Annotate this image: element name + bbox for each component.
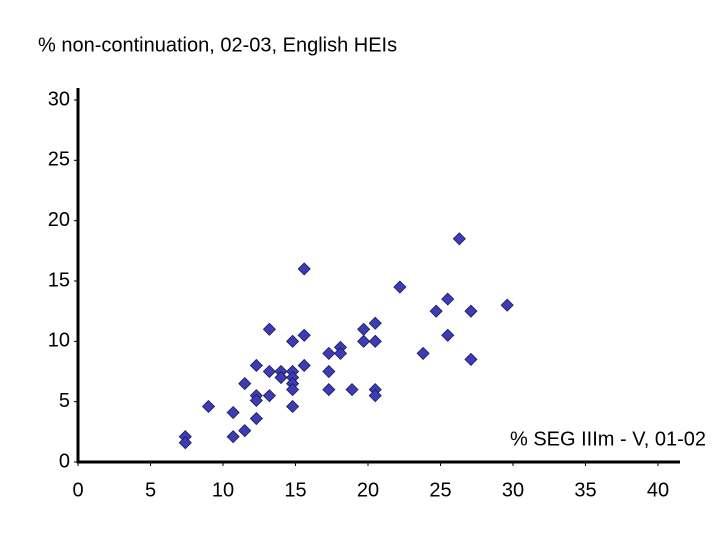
point — [345, 383, 359, 397]
x-tick-label: 15 — [284, 479, 306, 501]
y-tick-label: 5 — [59, 390, 70, 412]
point — [226, 405, 240, 420]
point — [262, 322, 276, 336]
point — [249, 411, 263, 426]
chart-title: % non-continuation, 02-03, English HEIs — [38, 34, 397, 56]
x-tick-label: 40 — [647, 479, 669, 501]
point — [262, 364, 276, 379]
point — [297, 328, 311, 342]
point — [500, 298, 514, 312]
x-tick-label: 10 — [212, 479, 234, 501]
point — [429, 304, 443, 318]
x-axis-label: % SEG IIIm - V, 01-02 — [510, 428, 706, 450]
point — [368, 334, 382, 348]
point — [441, 328, 455, 342]
y-tick-label: 10 — [48, 330, 70, 352]
point — [226, 430, 240, 444]
point — [238, 377, 252, 391]
point — [322, 364, 336, 379]
point — [178, 436, 192, 450]
point — [249, 358, 263, 373]
point — [322, 346, 336, 360]
point — [286, 399, 300, 414]
y-tick-label: 15 — [48, 269, 70, 291]
y-tick-label: 20 — [48, 209, 70, 231]
x-tick-label: 5 — [145, 479, 156, 501]
point — [416, 346, 430, 360]
point — [286, 383, 300, 397]
point — [452, 232, 466, 246]
x-tick-label: 30 — [502, 479, 524, 501]
point — [297, 358, 311, 373]
point — [393, 280, 407, 294]
point — [368, 316, 382, 330]
point — [238, 424, 252, 438]
point — [368, 389, 382, 403]
point — [262, 389, 276, 403]
x-tick-label: 20 — [357, 479, 379, 501]
point — [274, 370, 288, 385]
point — [322, 383, 336, 397]
point — [464, 304, 478, 318]
point — [201, 399, 216, 414]
point — [357, 322, 371, 336]
point — [286, 334, 300, 348]
point — [441, 292, 455, 306]
y-tick-label: 30 — [48, 88, 70, 110]
point — [464, 352, 478, 366]
point — [333, 346, 348, 360]
point — [249, 393, 263, 408]
point — [357, 334, 371, 348]
y-tick-label: 0 — [59, 450, 70, 472]
x-tick-label: 0 — [72, 479, 83, 501]
x-tick-label: 35 — [574, 479, 596, 501]
point — [297, 262, 311, 276]
y-tick-label: 25 — [48, 149, 70, 171]
x-tick-label: 25 — [429, 479, 451, 501]
